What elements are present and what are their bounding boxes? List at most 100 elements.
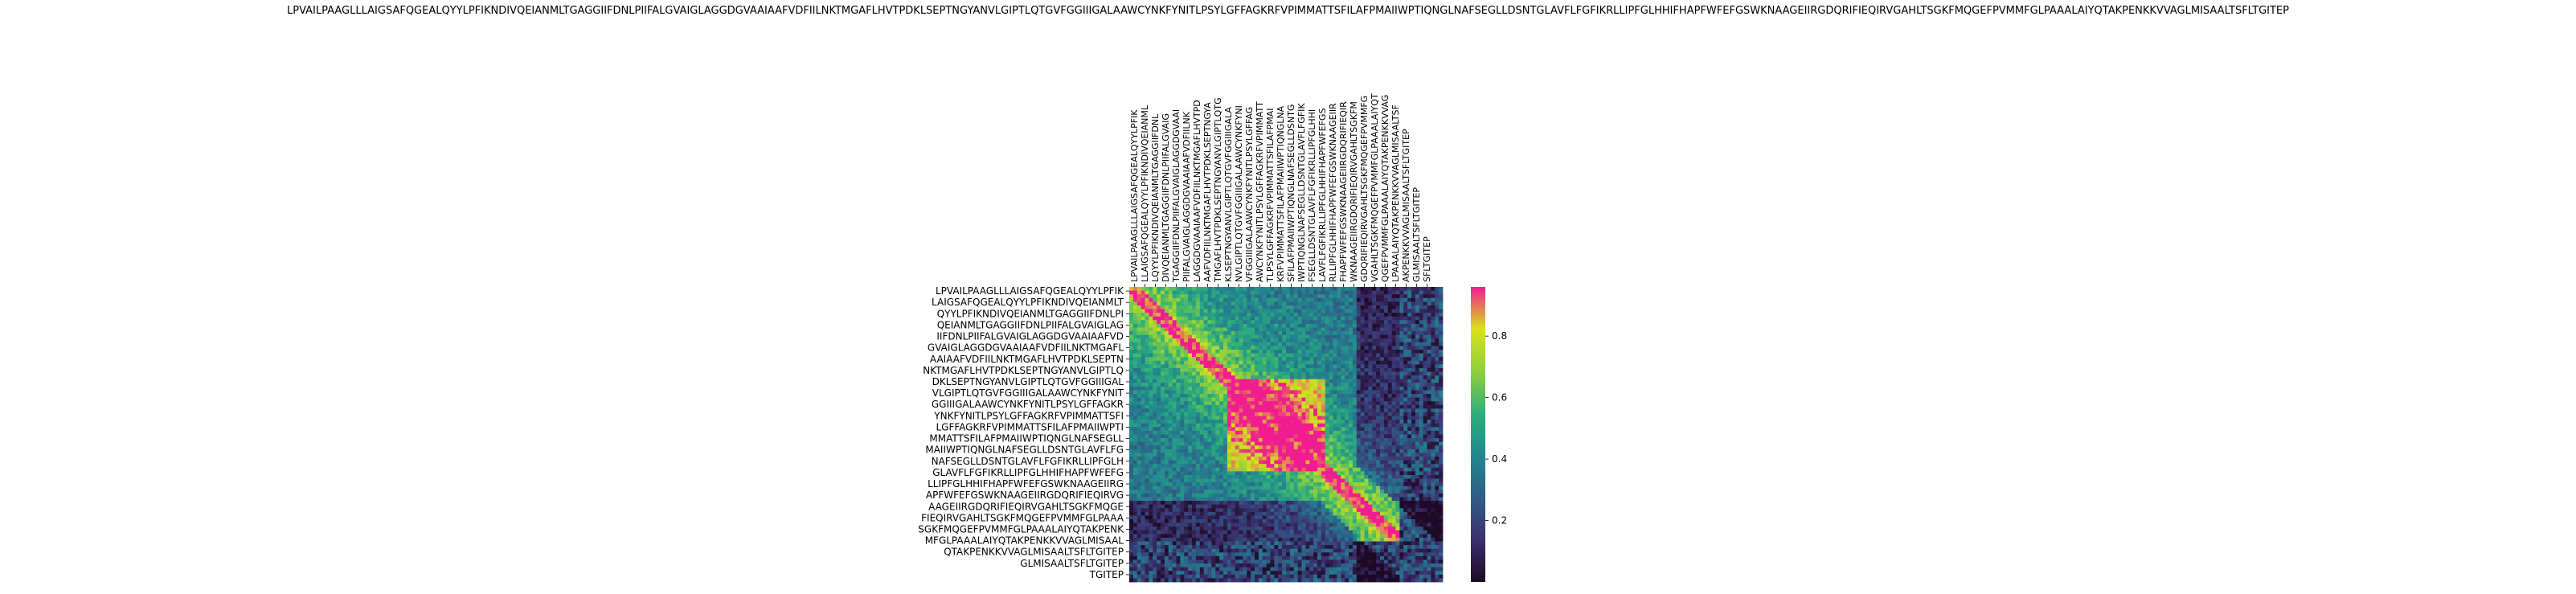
heatmap-cell: [1227, 379, 1232, 383]
heatmap-cell: [1368, 504, 1373, 509]
heatmap-cell: [1427, 367, 1431, 372]
heatmap-cell: [1372, 493, 1377, 498]
heatmap-cell: [1211, 327, 1216, 332]
heatmap-cell: [1247, 360, 1251, 365]
heatmap-cell: [1325, 338, 1330, 343]
heatmap-cell: [1345, 471, 1349, 476]
heatmap-cell: [1180, 482, 1185, 487]
heatmap-cell: [1423, 349, 1427, 354]
heatmap-cell: [1180, 508, 1185, 513]
heatmap-cell: [1407, 497, 1412, 502]
heatmap-cell: [1301, 453, 1306, 457]
heatmap-cell: [1180, 404, 1185, 409]
heatmap-cell: [1337, 504, 1341, 509]
heatmap-cell: [1258, 390, 1263, 395]
heatmap-cell: [1435, 420, 1440, 424]
heatmap-cell: [1161, 294, 1165, 299]
heatmap-cell: [1157, 504, 1161, 509]
heatmap-cell: [1411, 397, 1416, 402]
heatmap-cell: [1258, 327, 1263, 332]
heatmap-cell: [1203, 474, 1208, 479]
heatmap-cell: [1317, 301, 1322, 306]
heatmap-cell: [1360, 497, 1365, 502]
heatmap-cell: [1364, 342, 1369, 346]
heatmap-cell: [1251, 346, 1255, 350]
heatmap-cell: [1262, 371, 1268, 376]
heatmap-cell: [1235, 313, 1239, 317]
heatmap-cell: [1215, 474, 1220, 479]
heatmap-cell: [1145, 360, 1149, 365]
heatmap-cell: [1278, 397, 1283, 402]
heatmap-cell: [1199, 464, 1205, 469]
heatmap-cell: [1423, 379, 1427, 383]
heatmap-cell: [1305, 482, 1310, 487]
heatmap-cell: [1364, 474, 1369, 479]
heatmap-cell: [1325, 504, 1330, 509]
heatmap-cell: [1439, 445, 1444, 450]
heatmap-cell: [1247, 386, 1251, 391]
heatmap-cell: [1376, 371, 1381, 376]
heatmap-cell: [1383, 441, 1389, 446]
heatmap-cell: [1258, 474, 1263, 479]
heatmap-cell: [1360, 342, 1365, 346]
heatmap-cell: [1419, 342, 1424, 346]
heatmap-cell: [1321, 367, 1326, 372]
heatmap-cell: [1255, 449, 1259, 453]
heatmap-cell: [1192, 508, 1197, 513]
heatmap-cell: [1380, 464, 1385, 469]
heatmap-cell: [1380, 490, 1385, 494]
heatmap-cell: [1439, 408, 1444, 413]
heatmap-cell: [1199, 346, 1205, 350]
heatmap-cell: [1247, 309, 1251, 313]
heatmap-cell: [1282, 360, 1287, 365]
heatmap-cell: [1337, 508, 1341, 513]
heatmap-cell: [1399, 460, 1404, 465]
heatmap-cell: [1161, 364, 1165, 369]
heatmap-cell: [1247, 430, 1251, 435]
heatmap-cell: [1203, 412, 1208, 416]
heatmap-cell: [1329, 511, 1333, 516]
heatmap-cell: [1349, 404, 1354, 409]
heatmap-cell: [1141, 346, 1145, 350]
heatmap-cell: [1293, 482, 1299, 487]
heatmap-cell: [1309, 501, 1314, 506]
heatmap-cell: [1349, 420, 1354, 424]
heatmap-cell: [1364, 453, 1369, 457]
heatmap-cell: [1427, 379, 1431, 383]
heatmap-cell: [1199, 482, 1205, 487]
heatmap-cell: [1282, 357, 1287, 362]
heatmap-cell: [1141, 320, 1145, 325]
heatmap-cell: [1172, 485, 1177, 490]
heatmap-cell: [1439, 404, 1444, 409]
heatmap-cell: [1129, 412, 1134, 416]
heatmap-cell: [1376, 367, 1381, 372]
heatmap-cell: [1329, 445, 1333, 450]
heatmap-cell: [1423, 474, 1427, 479]
heatmap-cell: [1132, 490, 1138, 494]
heatmap-cell: [1301, 485, 1306, 490]
heatmap-cell: [1255, 349, 1259, 354]
heatmap-cell: [1145, 334, 1149, 339]
heatmap-cell: [1136, 501, 1142, 506]
heatmap-cell: [1360, 313, 1365, 317]
heatmap-cell: [1153, 367, 1157, 372]
heatmap-cell: [1439, 367, 1444, 372]
heatmap-cell: [1274, 493, 1279, 498]
heatmap-cell: [1227, 471, 1232, 476]
heatmap-cell: [1145, 508, 1149, 513]
heatmap-cell: [1203, 423, 1208, 428]
heatmap-cell: [1372, 316, 1377, 321]
heatmap-cell: [1352, 485, 1358, 490]
heatmap-cell: [1325, 449, 1330, 453]
heatmap-cell: [1376, 464, 1381, 469]
heatmap-cell: [1282, 287, 1287, 291]
heatmap-cell: [1195, 364, 1201, 369]
heatmap-cell: [1239, 471, 1243, 476]
heatmap-cell: [1195, 309, 1201, 313]
heatmap-cell: [1435, 501, 1440, 506]
heatmap-cell: [1243, 420, 1247, 424]
heatmap-cell: [1278, 401, 1283, 406]
heatmap-cell: [1278, 346, 1283, 350]
heatmap-cell: [1297, 349, 1302, 354]
heatmap-cell: [1262, 367, 1268, 372]
